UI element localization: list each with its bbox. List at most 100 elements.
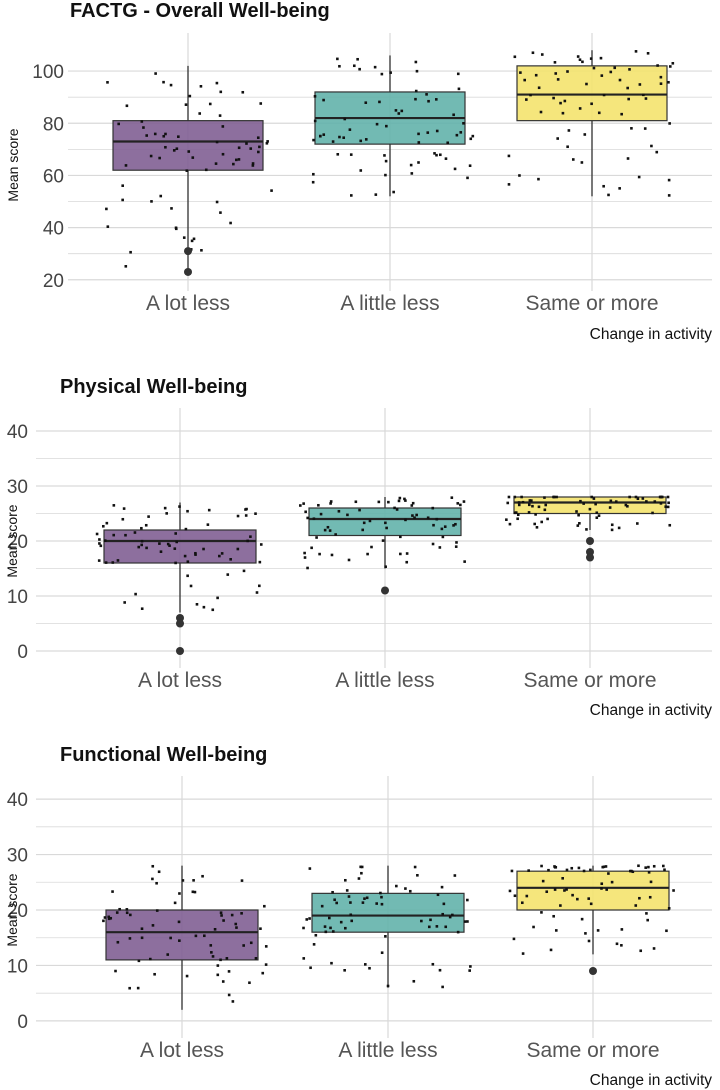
data-point [637, 864, 640, 868]
data-point [184, 527, 188, 531]
data-point [578, 521, 581, 525]
data-point [221, 152, 225, 156]
data-point [375, 122, 379, 126]
data-point [442, 902, 446, 906]
data-point [431, 506, 435, 510]
data-point [667, 907, 671, 910]
data-point [429, 918, 432, 922]
data-point [652, 864, 656, 868]
data-point [659, 75, 663, 79]
data-point [383, 154, 386, 157]
data-point [427, 925, 431, 929]
data-point [164, 132, 167, 136]
data-point [513, 495, 517, 499]
data-point [539, 110, 543, 114]
data-point [613, 66, 617, 70]
data-point [331, 140, 335, 143]
panel-0: 20 40 60 80 100 Mean score A lot less A little … [5, 33, 712, 343]
data-point [565, 888, 568, 891]
data-point [360, 865, 364, 869]
data-point [258, 584, 261, 588]
box-iqr [516, 65, 668, 122]
data-point [584, 932, 587, 935]
data-point [125, 908, 129, 911]
data-point [192, 879, 195, 882]
data-point [589, 902, 593, 906]
data-point [393, 506, 396, 510]
data-point [177, 135, 180, 138]
data-point [665, 929, 668, 933]
data-point [246, 539, 249, 543]
data-point [172, 149, 176, 152]
data-point [105, 521, 109, 525]
data-point [600, 74, 604, 77]
data-point [227, 993, 231, 997]
data-point [404, 499, 407, 502]
data-point [512, 937, 516, 941]
data-point [242, 569, 246, 573]
data-point [408, 889, 412, 893]
data-point [563, 99, 567, 103]
data-point [364, 101, 368, 104]
data-point [338, 135, 341, 139]
data-point [552, 495, 556, 499]
data-point [440, 527, 444, 531]
data-point [426, 131, 430, 134]
data-point [528, 499, 532, 502]
data-point [413, 516, 416, 520]
data-point [245, 142, 248, 145]
y-tick-label: 0 [17, 1012, 28, 1033]
data-point [142, 126, 145, 129]
data-point [98, 538, 101, 541]
data-point [431, 962, 435, 966]
data-point [244, 514, 248, 517]
data-point [221, 125, 225, 128]
data-point [420, 919, 423, 923]
data-point [431, 542, 435, 546]
data-point [549, 948, 553, 952]
data-point [579, 499, 582, 503]
data-point [170, 207, 173, 210]
data-point [607, 193, 610, 197]
data-point [660, 495, 664, 499]
data-point [630, 127, 633, 130]
data-point [237, 146, 241, 150]
data-point [312, 517, 316, 521]
data-point [241, 90, 245, 94]
data-point [629, 869, 632, 873]
data-point [137, 545, 141, 549]
data-point [580, 161, 584, 164]
data-point [615, 942, 619, 946]
data-point [617, 526, 621, 530]
data-point [147, 515, 150, 518]
data-point [514, 511, 518, 514]
data-point [384, 159, 388, 163]
data-point [189, 584, 193, 588]
data-point [248, 981, 251, 985]
data-point [216, 973, 220, 977]
data-point [186, 574, 189, 578]
data-point [336, 57, 339, 61]
data-point [177, 920, 181, 924]
data-point [211, 608, 215, 612]
data-point [589, 57, 593, 60]
data-point [219, 911, 223, 915]
data-point [232, 162, 235, 166]
data-point [469, 137, 473, 141]
data-point [457, 87, 461, 91]
data-point [270, 189, 273, 192]
data-point [236, 547, 240, 551]
data-point [525, 98, 528, 101]
data-point [364, 138, 368, 141]
data-point [101, 524, 105, 528]
data-point [404, 518, 407, 522]
data-point [435, 153, 438, 157]
data-point [592, 66, 596, 70]
data-point [347, 895, 351, 898]
data-point [342, 136, 346, 139]
data-point [618, 187, 621, 190]
data-point [322, 133, 326, 136]
box-iqr [513, 496, 667, 515]
data-point [668, 65, 672, 68]
data-point [219, 211, 222, 214]
